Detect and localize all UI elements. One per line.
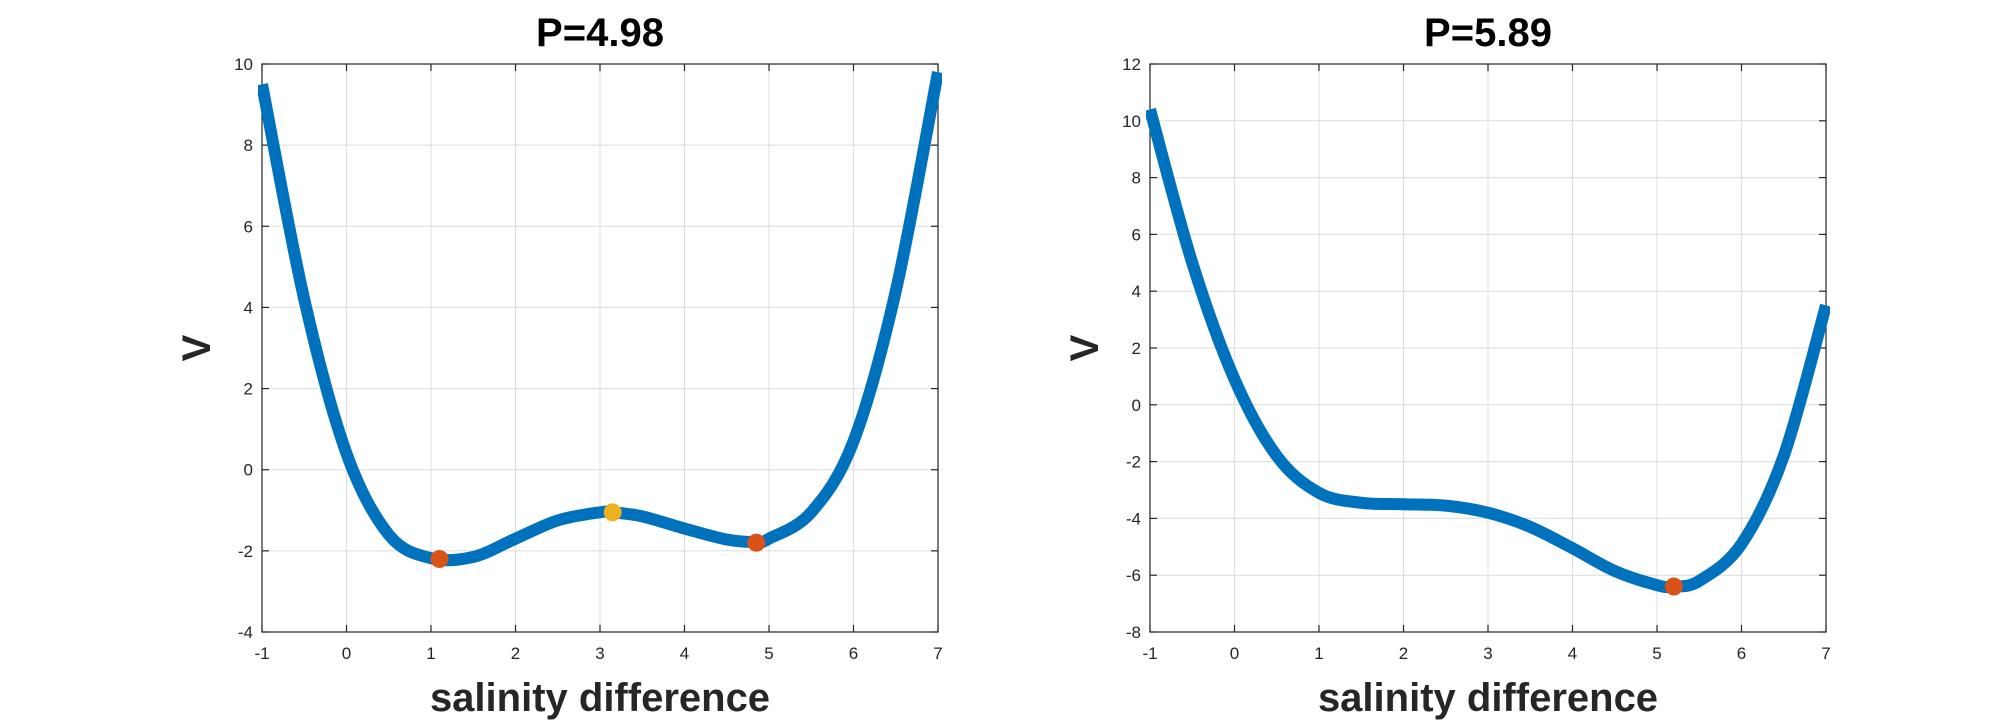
y-tick-label: 6: [244, 217, 253, 236]
y-axis-label: V: [1063, 334, 1107, 361]
chart-1: -1 0 1 2 3 4 5 6 7 -4 -2 0 2 4 6 8 10 P=4.98 salinity diff…: [175, 11, 943, 720]
y-tick-label: -2: [238, 542, 253, 561]
equilibrium-point: [1664, 577, 1683, 596]
x-tick-label: 1: [1314, 644, 1323, 663]
x-tick-label: 7: [933, 644, 942, 663]
x-axis-label: salinity difference: [1318, 676, 1658, 720]
y-tick-label: -4: [238, 623, 253, 642]
x-tick-label: 4: [680, 644, 689, 663]
y-tick-label: 10: [1122, 112, 1141, 131]
y-tick-label: 6: [1132, 225, 1141, 244]
x-tick-label: 3: [1483, 644, 1492, 663]
y-tick-label: 8: [244, 136, 253, 155]
x-tick-label: -1: [254, 644, 269, 663]
x-axis-label: salinity difference: [430, 676, 770, 720]
y-tick-label: 8: [1132, 169, 1141, 188]
y-tick-label: -4: [1126, 509, 1141, 528]
y-tick-label: 0: [244, 461, 253, 480]
x-tick-label: 0: [342, 644, 351, 663]
equilibrium-point: [603, 503, 622, 522]
equilibrium-point: [430, 549, 449, 568]
x-tick-label: 6: [849, 644, 858, 663]
x-tick-label: 5: [764, 644, 773, 663]
chart-title: P=5.89: [1424, 11, 1552, 55]
y-tick-label: 12: [1122, 55, 1141, 74]
x-tick-label: 2: [511, 644, 520, 663]
y-tick-label: -2: [1126, 453, 1141, 472]
x-tick-label: 4: [1568, 644, 1577, 663]
x-tick-label: 1: [426, 644, 435, 663]
x-tick-label: -1: [1142, 644, 1157, 663]
x-tick-label: 5: [1652, 644, 1661, 663]
y-tick-label: -8: [1126, 623, 1141, 642]
y-tick-label: 0: [1132, 396, 1141, 415]
x-tick-label: 7: [1821, 644, 1830, 663]
series-line: [1146, 107, 1830, 594]
plot-frame: [261, 63, 939, 633]
y-tick-label: 4: [1132, 282, 1141, 301]
x-tick-label: 0: [1230, 644, 1239, 663]
y-tick-label: -6: [1126, 566, 1141, 585]
y-tick-label: 10: [234, 55, 253, 74]
y-tick-label: 2: [244, 380, 253, 399]
equilibrium-point: [747, 533, 766, 552]
plot-frame: [1149, 63, 1827, 633]
x-tick-label: 6: [1737, 644, 1746, 663]
x-tick-label: 2: [1399, 644, 1408, 663]
chart-title: P=4.98: [536, 11, 664, 55]
chart-2: -1 0 1 2 3 4 5 6 7-8-6-4-2024681012P=5.89salinit…: [1063, 11, 1831, 720]
x-tick-label: 3: [595, 644, 604, 663]
y-axis-label: V: [175, 334, 219, 361]
y-tick-label: 4: [244, 298, 253, 317]
y-tick-label: 2: [1132, 339, 1141, 358]
